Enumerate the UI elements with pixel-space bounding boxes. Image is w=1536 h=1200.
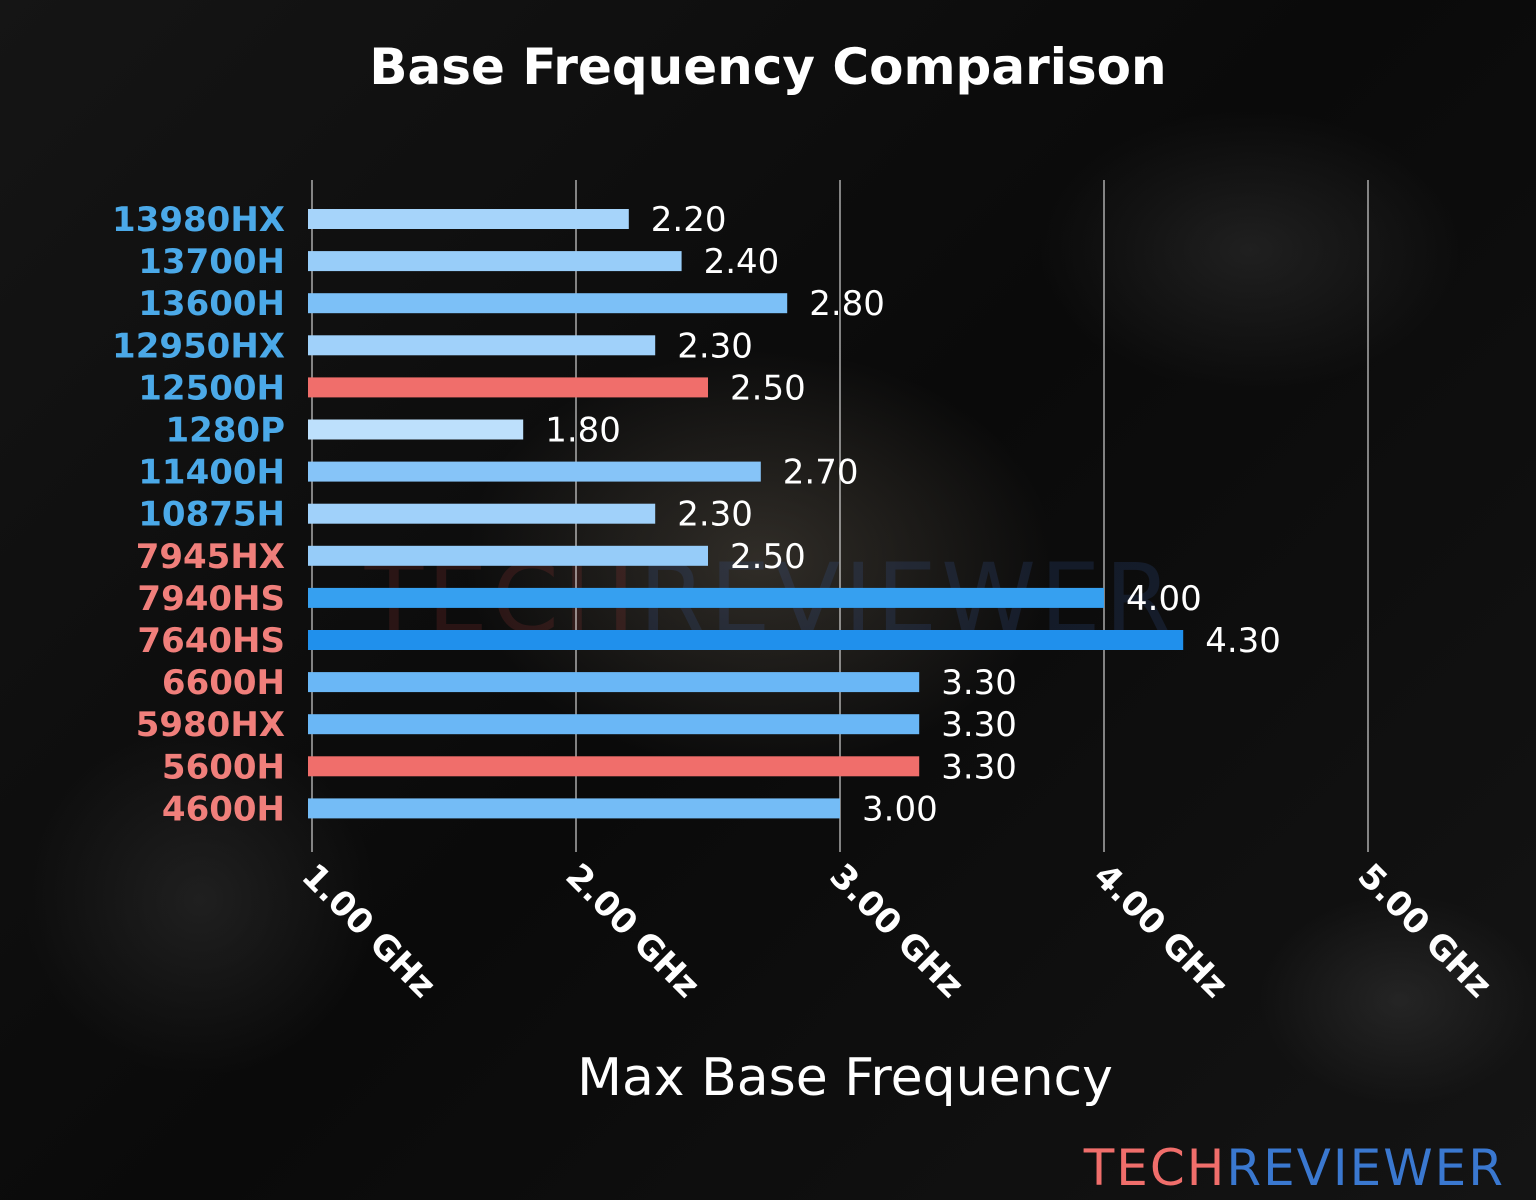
data-label: 3.30 [941, 663, 1017, 703]
bar [308, 672, 920, 693]
bar [308, 377, 708, 398]
y-tick-label: 5980HX [136, 705, 285, 745]
data-label: 3.00 [862, 789, 938, 829]
y-tick-label: 7640HS [137, 621, 285, 661]
bar [308, 503, 656, 524]
bar [308, 293, 788, 314]
y-tick-label: 7940HS [137, 579, 285, 619]
y-tick-label: 13980HX [112, 200, 285, 240]
y-tick-label: 5600H [162, 747, 285, 787]
x-tick-label: 2.00 GHz [558, 856, 708, 1006]
y-tick-label: 1280P [165, 411, 285, 451]
bar [308, 251, 682, 272]
data-label: 2.20 [651, 200, 727, 240]
x-axis-label: Max Base Frequency [577, 1048, 1113, 1108]
bar [308, 335, 656, 356]
x-tick-label: 3.00 GHz [822, 856, 972, 1006]
data-label: 4.00 [1126, 579, 1202, 619]
data-label: 4.30 [1205, 621, 1281, 661]
bar [308, 714, 920, 735]
data-label: 2.80 [809, 284, 885, 324]
data-label: 2.50 [730, 537, 806, 577]
y-tick-label: 6600H [162, 663, 285, 703]
chart-title: Base Frequency Comparison [369, 38, 1166, 96]
y-tick-label: 12500H [138, 368, 285, 408]
data-label: 2.30 [677, 326, 753, 366]
data-label: 2.40 [704, 242, 780, 282]
y-tick-label: 12950HX [112, 326, 285, 366]
y-tick-label: 13700H [138, 242, 285, 282]
data-label: 2.30 [677, 495, 753, 535]
data-label: 2.70 [783, 453, 859, 493]
bar [308, 209, 629, 229]
bar [308, 545, 708, 566]
logo: TECHREVIEWER [1083, 1139, 1505, 1197]
x-tick-label: 5.00 GHz [1350, 856, 1500, 1006]
data-label: 3.30 [941, 705, 1017, 745]
y-tick-label: 7945HX [136, 537, 285, 577]
logo-tech: TECH [1083, 1139, 1227, 1197]
bar [308, 461, 761, 482]
x-tick-label: 4.00 GHz [1086, 856, 1236, 1006]
bar [308, 419, 524, 440]
bar [308, 630, 1184, 650]
y-tick-label: 13600H [138, 284, 285, 324]
bar [308, 756, 920, 777]
logo-reviewer: REVIEWER [1226, 1139, 1505, 1197]
data-label: 2.50 [730, 368, 806, 408]
x-tick-label: 1.00 GHz [294, 856, 444, 1006]
y-tick-label: 10875H [138, 495, 285, 535]
y-tick-label: 4600H [162, 789, 285, 829]
data-label: 1.80 [545, 411, 621, 451]
y-tick-label: 11400H [138, 453, 285, 493]
bar [308, 798, 840, 819]
bar [308, 587, 1104, 608]
data-label: 3.30 [941, 747, 1017, 787]
